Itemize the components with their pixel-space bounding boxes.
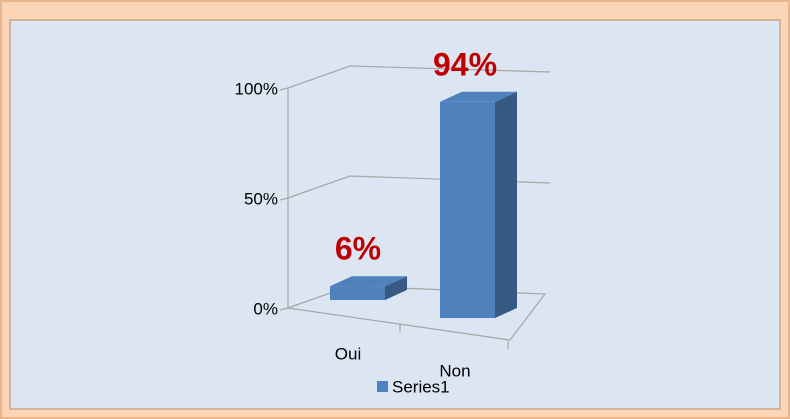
bar — [440, 91, 517, 318]
x-tick-label: Oui — [335, 344, 361, 363]
legend-swatch — [377, 381, 388, 392]
plot-panel — [9, 19, 781, 410]
y-tick-label: 50% — [244, 189, 278, 208]
bar-top — [330, 276, 407, 287]
floor — [287, 285, 547, 341]
tick-mark — [279, 87, 289, 91]
bar-front — [440, 101, 495, 318]
bar-side — [385, 276, 407, 300]
legend-label: Series1 — [392, 377, 450, 396]
y-tick-label: 100% — [235, 79, 278, 98]
tick-mark — [279, 197, 289, 201]
x-tick-label: Non — [439, 361, 470, 380]
bar-top — [440, 91, 517, 102]
bar-front — [330, 286, 385, 300]
value-label: 94% — [433, 46, 497, 82]
value-label: 6% — [335, 231, 381, 267]
tick-mark — [279, 307, 289, 311]
y-tick-label: 0% — [253, 299, 278, 318]
bar-side — [495, 91, 517, 318]
bar — [330, 276, 407, 300]
grid-line — [287, 65, 551, 89]
